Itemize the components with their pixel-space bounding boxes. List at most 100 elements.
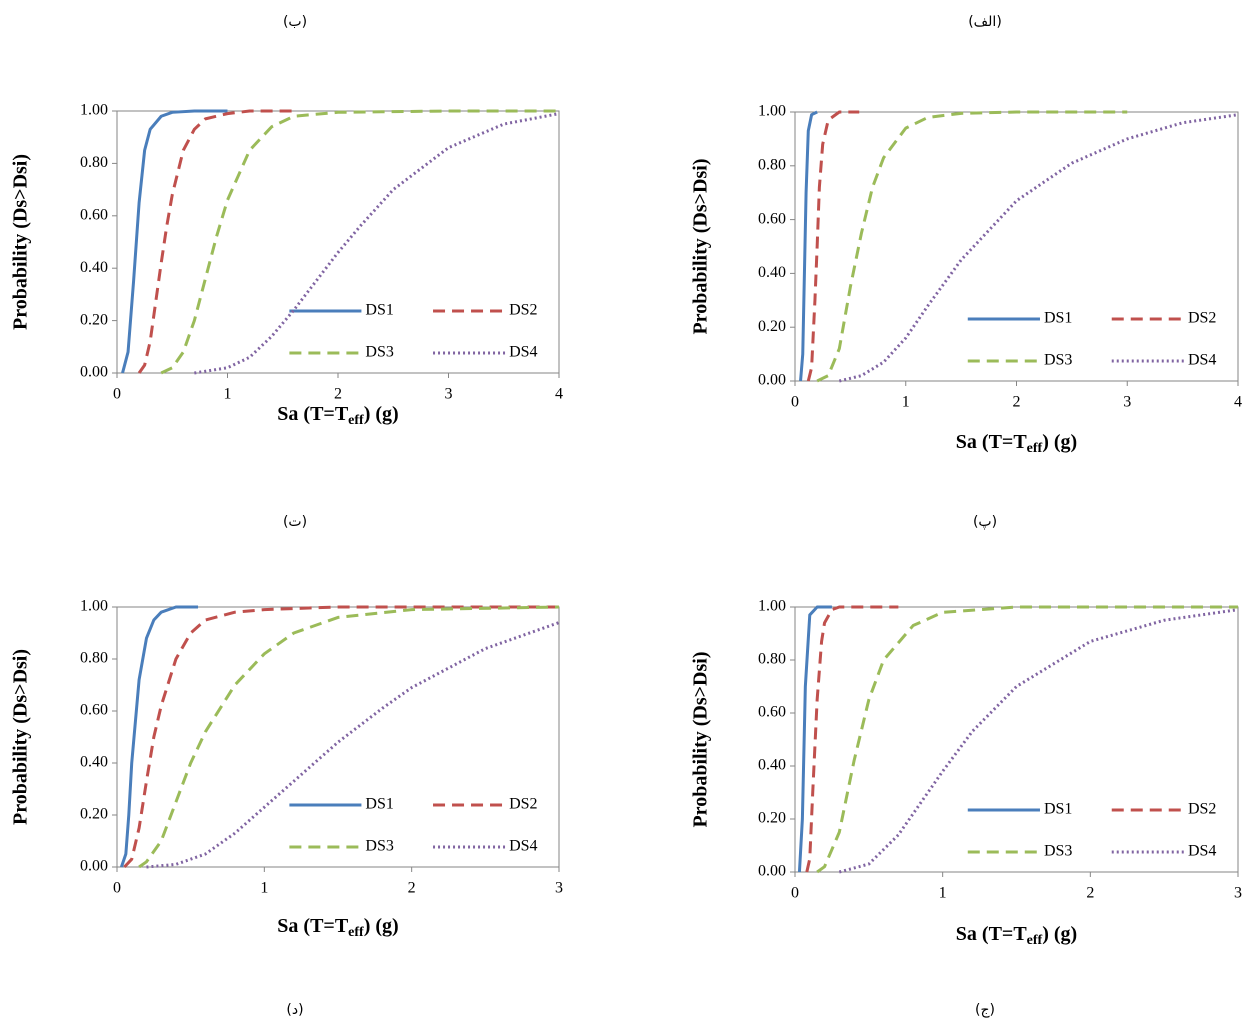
x-tick-label: 1 [902,394,910,411]
series-line [123,605,559,869]
y-tick-label: 1.00 [80,598,108,615]
x-tick-label: 0 [113,386,121,403]
legend-label: DS4 [509,344,537,361]
legend-label: DS4 [1188,843,1216,860]
legend-label: DS3 [1044,843,1072,860]
x-axis-label-subscript: eff [348,413,364,428]
x-axis-label: Sa (T=Teff) (g) [956,923,1077,949]
y-tick-label: 1.00 [80,102,108,119]
x-tick-label: 3 [1234,885,1242,902]
legend-label: DS1 [365,796,393,813]
legend-label: DS3 [365,344,393,361]
legend-label: DS2 [509,796,537,813]
y-tick-label: 0.00 [758,372,786,389]
y-tick-label: 0.00 [80,858,108,875]
plot-frame [794,606,1239,873]
y-tick-label: 1.00 [758,598,786,615]
series-line [160,109,559,375]
legend-label: DS3 [1044,352,1072,369]
series-line [121,109,228,374]
caption: (پ) [973,514,997,530]
y-tick-label: 0.00 [758,863,786,880]
legend-label: DS4 [509,838,537,855]
y-tick-label: 0.20 [80,806,108,823]
y-tick-label: 0.40 [758,757,786,774]
y-tick-label: 0.20 [758,318,786,335]
legend-label: DS2 [1188,801,1216,818]
x-axis-label: Sa (T=Teff) (g) [277,403,398,429]
series-line [816,110,1128,383]
series-line [138,605,560,869]
series-line [806,110,860,382]
legend-label: DS1 [365,302,393,319]
x-tick-label: 0 [791,885,799,902]
x-tick-label: 0 [113,880,121,897]
x-tick-label: 4 [555,386,563,403]
caption: (د) [286,1002,303,1018]
x-axis-label-part: Sa (T=T [277,403,349,425]
x-axis-label-subscript: eff [348,925,364,940]
x-axis-label-subscript: eff [1027,933,1043,948]
series-line [194,112,560,375]
caption: (ب) [283,14,307,30]
x-tick-label: 3 [445,386,453,403]
x-axis-label: Sa (T=Teff) (g) [277,915,398,941]
x-tick-label: 2 [1013,394,1021,411]
x-axis-label-part: Sa (T=T [956,431,1028,453]
x-axis-label-part: ) (g) [1042,431,1077,453]
y-axis-label: Probability (Ds>Dsi) [10,154,32,330]
y-tick-label: 0.60 [80,702,108,719]
x-tick-label: 1 [939,885,947,902]
plot-frame [794,111,1239,382]
series-line [797,605,832,873]
series-line [137,109,294,374]
y-tick-label: 1.00 [758,103,786,120]
y-tick-label: 0.20 [758,810,786,827]
x-tick-label: 2 [408,880,416,897]
x-tick-label: 3 [1123,394,1131,411]
y-tick-label: 0.40 [80,259,108,276]
caption: (ت) [283,514,307,530]
x-axis-label: Sa (T=Teff) (g) [956,431,1077,457]
series-line [799,110,818,382]
y-tick-label: 0.80 [758,156,786,173]
y-tick-label: 0.60 [80,206,108,223]
series-line [805,605,899,873]
series-line [816,605,1238,874]
y-axis-label: Probability (Ds>Dsi) [690,651,712,827]
x-axis-label-part: ) (g) [364,403,399,425]
x-tick-label: 4 [1234,394,1242,411]
x-tick-label: 0 [791,394,799,411]
y-tick-label: 0.80 [80,154,108,171]
y-tick-label: 0.80 [80,650,108,667]
x-tick-label: 2 [334,386,342,403]
legend-label: DS4 [1188,352,1216,369]
caption: (ج) [975,1002,995,1018]
x-axis-label-part: ) (g) [1042,923,1077,945]
legend-label: DS2 [509,302,537,319]
y-tick-label: 0.20 [80,311,108,328]
x-tick-label: 1 [224,386,232,403]
legend-label: DS1 [1044,310,1072,327]
y-axis-label: Probability (Ds>Dsi) [10,649,32,825]
legend-label: DS1 [1044,801,1072,818]
series-line [146,621,560,869]
y-tick-label: 0.00 [80,364,108,381]
x-tick-label: 2 [1086,885,1094,902]
y-tick-label: 0.40 [80,754,108,771]
x-axis-label-part: ) (g) [364,915,399,937]
x-axis-label-part: Sa (T=T [956,923,1028,945]
series-line [838,608,1239,874]
x-tick-label: 3 [555,880,563,897]
y-tick-label: 0.60 [758,210,786,227]
caption: (الف) [968,14,1002,30]
legend-label: DS3 [365,838,393,855]
x-axis-label-part: Sa (T=T [277,915,349,937]
y-tick-label: 0.40 [758,264,786,281]
y-tick-label: 0.60 [758,704,786,721]
legend-label: DS2 [1188,310,1216,327]
y-axis-label: Probability (Ds>Dsi) [690,158,712,334]
x-axis-label-subscript: eff [1027,441,1043,456]
x-tick-label: 1 [260,880,268,897]
